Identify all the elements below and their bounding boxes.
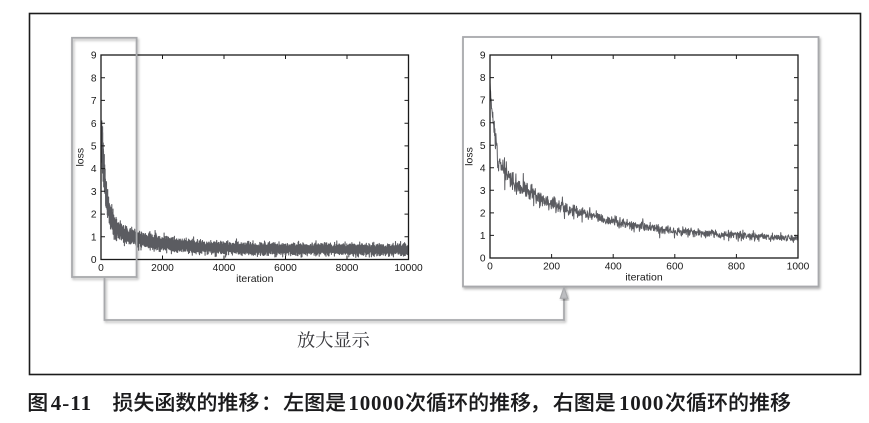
svg-text:2: 2: [480, 209, 486, 220]
svg-text:1: 1: [91, 232, 97, 243]
svg-text:loss: loss: [464, 147, 476, 166]
svg-text:4: 4: [91, 164, 97, 175]
svg-text:3: 3: [480, 186, 486, 197]
svg-text:4: 4: [480, 163, 486, 174]
svg-text:8: 8: [91, 73, 97, 84]
svg-text:4000: 4000: [213, 263, 236, 274]
svg-text:3: 3: [91, 187, 97, 198]
svg-text:6: 6: [91, 119, 97, 130]
svg-text:8000: 8000: [336, 263, 359, 274]
svg-text:5: 5: [91, 142, 97, 153]
svg-text:2000: 2000: [151, 263, 174, 274]
svg-text:7: 7: [91, 96, 97, 107]
svg-text:200: 200: [543, 262, 560, 273]
svg-text:1: 1: [480, 231, 486, 242]
svg-text:8: 8: [480, 73, 486, 84]
svg-text:9: 9: [91, 51, 97, 62]
svg-text:600: 600: [666, 262, 683, 273]
svg-text:10000: 10000: [348, 391, 405, 415]
svg-text:0: 0: [91, 255, 97, 266]
svg-text:800: 800: [728, 262, 745, 273]
svg-text:6000: 6000: [274, 263, 297, 274]
svg-text:0: 0: [487, 262, 493, 273]
svg-text:2: 2: [91, 210, 97, 221]
svg-text:iteration: iteration: [625, 272, 663, 284]
svg-text:loss: loss: [75, 148, 87, 167]
svg-text:400: 400: [605, 262, 622, 273]
svg-text:iteration: iteration: [236, 273, 274, 285]
svg-text:10000: 10000: [394, 263, 423, 274]
svg-text:1000: 1000: [787, 262, 810, 273]
svg-text:1000: 1000: [619, 391, 664, 415]
svg-text:6: 6: [480, 118, 486, 129]
svg-text:0: 0: [480, 254, 486, 265]
svg-text:7: 7: [480, 96, 486, 107]
svg-text:9: 9: [480, 51, 486, 62]
svg-text:4-11: 4-11: [51, 391, 92, 415]
svg-text:5: 5: [480, 141, 486, 152]
svg-text:0: 0: [98, 263, 104, 274]
